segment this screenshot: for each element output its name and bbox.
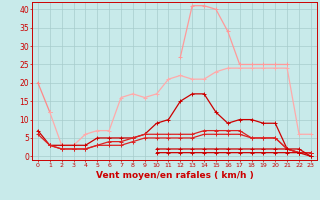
X-axis label: Vent moyen/en rafales ( km/h ): Vent moyen/en rafales ( km/h ): [96, 171, 253, 180]
